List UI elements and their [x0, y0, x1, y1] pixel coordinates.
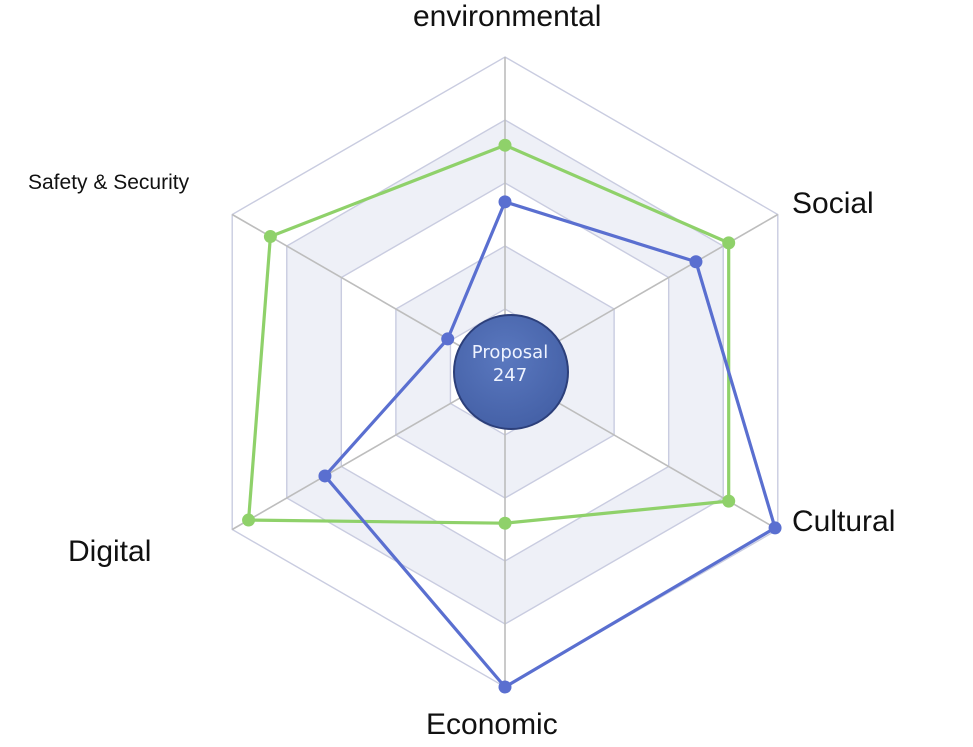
series-0-point-1 [722, 236, 736, 250]
series-1-point-4 [318, 469, 332, 483]
center-circle [453, 314, 569, 430]
axis-label-economic: Economic [426, 708, 558, 741]
center-label: Proposal [471, 342, 549, 363]
axis-label-cultural: Cultural [792, 505, 896, 538]
axis-label-safety-security: Safety & Security [28, 171, 190, 194]
series-0-point-5 [263, 230, 277, 244]
series-0-point-2 [722, 494, 736, 508]
series-0-point-3 [498, 516, 512, 530]
series-1-point-0 [498, 195, 512, 209]
series-layer [242, 138, 782, 694]
axis-label-social: Social [792, 187, 874, 220]
series-0-point-0 [498, 138, 512, 152]
series-0-point-4 [242, 513, 256, 527]
axis-label-digital: Digital [68, 535, 152, 568]
series-1-point-2 [768, 521, 782, 535]
center-badge [453, 314, 569, 430]
series-1-point-3 [498, 680, 512, 694]
series-1-point-5 [441, 332, 455, 346]
axis-label-environmental: environmental [413, 0, 602, 33]
series-1-point-1 [689, 255, 703, 269]
center-value: 247 [492, 365, 528, 386]
